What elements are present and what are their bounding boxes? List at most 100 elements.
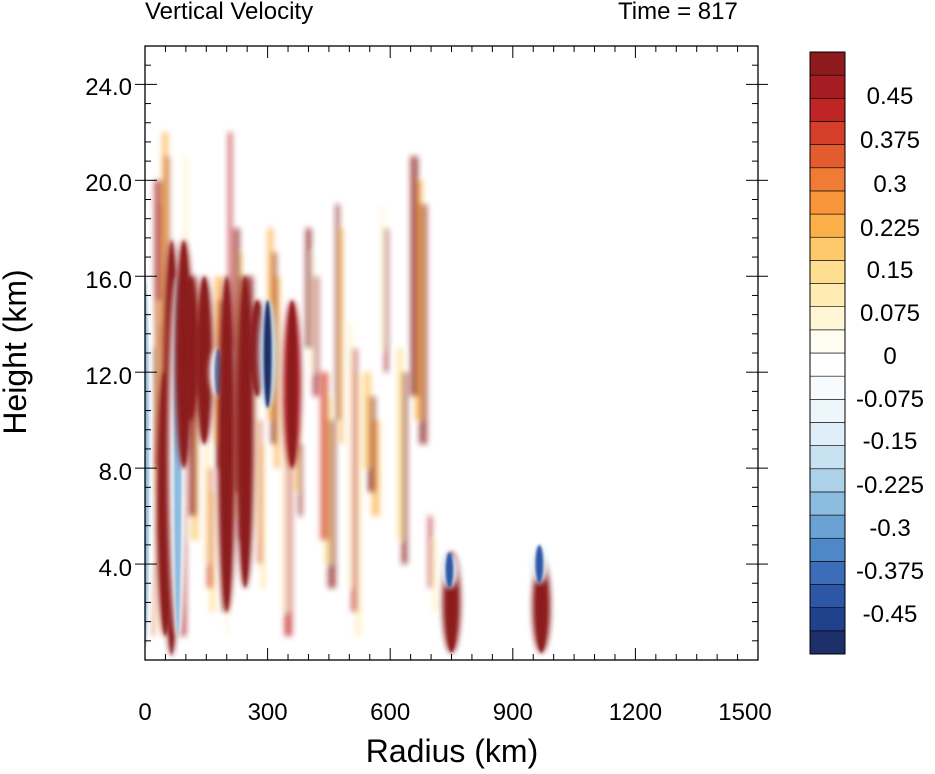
colorbar-box bbox=[809, 190, 846, 215]
velocity-core bbox=[200, 276, 209, 445]
colorbar-box bbox=[809, 607, 846, 632]
texture-streak bbox=[401, 372, 408, 565]
colorbar-box bbox=[809, 144, 846, 169]
texture-streak bbox=[151, 348, 158, 469]
y-tick-label: 24.0 bbox=[85, 74, 132, 101]
texture-streak bbox=[274, 276, 281, 469]
colorbar-label: -0.075 bbox=[856, 386, 924, 413]
y-tick-label: 16.0 bbox=[85, 267, 132, 294]
x-tick-label: 600 bbox=[370, 699, 410, 726]
colorbar-label: -0.3 bbox=[869, 515, 910, 542]
colorbar-box bbox=[809, 51, 846, 76]
texture-streak bbox=[157, 300, 162, 517]
texture-streak bbox=[384, 228, 389, 373]
colorbar-label: 0.45 bbox=[867, 83, 914, 110]
colorbar-box bbox=[809, 352, 846, 377]
texture-streak bbox=[419, 204, 428, 445]
velocity-core bbox=[288, 300, 297, 469]
velocity-core bbox=[241, 276, 250, 589]
colorbar-label: -0.375 bbox=[856, 558, 924, 585]
colorbar-box bbox=[809, 306, 846, 331]
velocity-field bbox=[145, 132, 551, 656]
texture-streak bbox=[233, 228, 240, 493]
texture-streak bbox=[363, 372, 372, 469]
velocity-core bbox=[445, 552, 454, 589]
chart-title: Vertical Velocity bbox=[145, 0, 314, 25]
colorbar-label: 0.225 bbox=[860, 215, 920, 242]
colorbar-label: 0.075 bbox=[860, 300, 920, 327]
texture-streak bbox=[347, 324, 354, 589]
x-tick-labels: 0 300 600 900 1200 1500 bbox=[138, 699, 771, 726]
y-tick-labels: 4.0 8.0 12.0 16.0 20.0 24.0 bbox=[85, 74, 132, 582]
texture-streak bbox=[371, 420, 380, 517]
texture-streak bbox=[335, 204, 340, 421]
x-tick-label: 1500 bbox=[718, 699, 771, 726]
texture-streak bbox=[410, 156, 419, 397]
x-tick-label: 300 bbox=[248, 699, 288, 726]
colorbar-label: 0.3 bbox=[873, 171, 906, 198]
texture-streak bbox=[312, 276, 319, 397]
texture-streak bbox=[261, 444, 266, 589]
colorbar-label: -0.225 bbox=[856, 472, 924, 499]
texture-streak bbox=[309, 252, 316, 373]
x-tick-label: 0 bbox=[138, 699, 151, 726]
texture-streak bbox=[367, 396, 376, 493]
texture-streak bbox=[204, 444, 211, 565]
colorbar-labels: 0.45 0.375 0.3 0.225 0.15 0.075 0 -0.075… bbox=[856, 83, 924, 628]
texture-streak bbox=[414, 180, 423, 421]
y-tick-label: 12.0 bbox=[85, 363, 132, 390]
texture-streak bbox=[154, 180, 163, 349]
texture-streak bbox=[254, 396, 259, 541]
texture-streak bbox=[428, 516, 433, 589]
y-axis-label: Height (km) bbox=[0, 269, 33, 434]
colorbar-box bbox=[809, 399, 846, 423]
texture-streak bbox=[355, 372, 362, 637]
colorbar-box bbox=[809, 561, 846, 585]
texture-streak bbox=[162, 132, 169, 397]
colorbar-box bbox=[809, 445, 846, 470]
y-tick-label: 20.0 bbox=[85, 170, 132, 197]
velocity-core bbox=[222, 276, 231, 613]
colorbar-label: -0.15 bbox=[863, 428, 918, 455]
colorbar-box bbox=[809, 236, 846, 261]
x-axis-label: Radius (km) bbox=[366, 733, 538, 769]
texture-streak bbox=[351, 348, 358, 613]
x-tick-label: 900 bbox=[493, 699, 533, 726]
velocity-core bbox=[263, 300, 272, 409]
colorbar-box bbox=[809, 630, 846, 655]
colorbar-box bbox=[809, 514, 846, 539]
colorbar bbox=[809, 51, 846, 655]
texture-streak bbox=[294, 420, 299, 493]
texture-streak bbox=[151, 564, 156, 637]
texture-streak bbox=[305, 228, 312, 349]
colorbar-box bbox=[809, 375, 846, 400]
texture-streak bbox=[298, 444, 303, 517]
colorbar-box bbox=[809, 283, 846, 307]
colorbar-box bbox=[809, 121, 846, 145]
texture-streak bbox=[380, 204, 385, 349]
colorbar-box bbox=[809, 74, 846, 99]
texture-streak bbox=[432, 540, 437, 613]
texture-streak bbox=[320, 372, 329, 541]
colorbar-box bbox=[809, 213, 846, 238]
colorbar-box bbox=[809, 584, 846, 608]
colorbar-box bbox=[809, 537, 846, 562]
colorbar-box bbox=[809, 329, 846, 354]
colorbar-box bbox=[809, 98, 846, 122]
colorbar-box bbox=[809, 422, 846, 446]
colorbar-box bbox=[809, 468, 846, 493]
velocity-core bbox=[185, 276, 194, 421]
y-tick-label: 4.0 bbox=[99, 555, 132, 582]
axis-ticks bbox=[135, 46, 768, 661]
colorbar-label: 0.375 bbox=[860, 127, 920, 154]
colorbar-frame bbox=[809, 51, 846, 655]
colorbar-label: -0.45 bbox=[863, 601, 918, 628]
texture-streak bbox=[228, 132, 233, 349]
colorbar-box bbox=[809, 167, 846, 192]
colorbar-box bbox=[809, 260, 846, 284]
colorbar-box bbox=[809, 491, 846, 516]
colorbar-label: 0.15 bbox=[867, 257, 914, 284]
x-tick-label: 1200 bbox=[609, 699, 662, 726]
texture-streak bbox=[339, 228, 344, 445]
